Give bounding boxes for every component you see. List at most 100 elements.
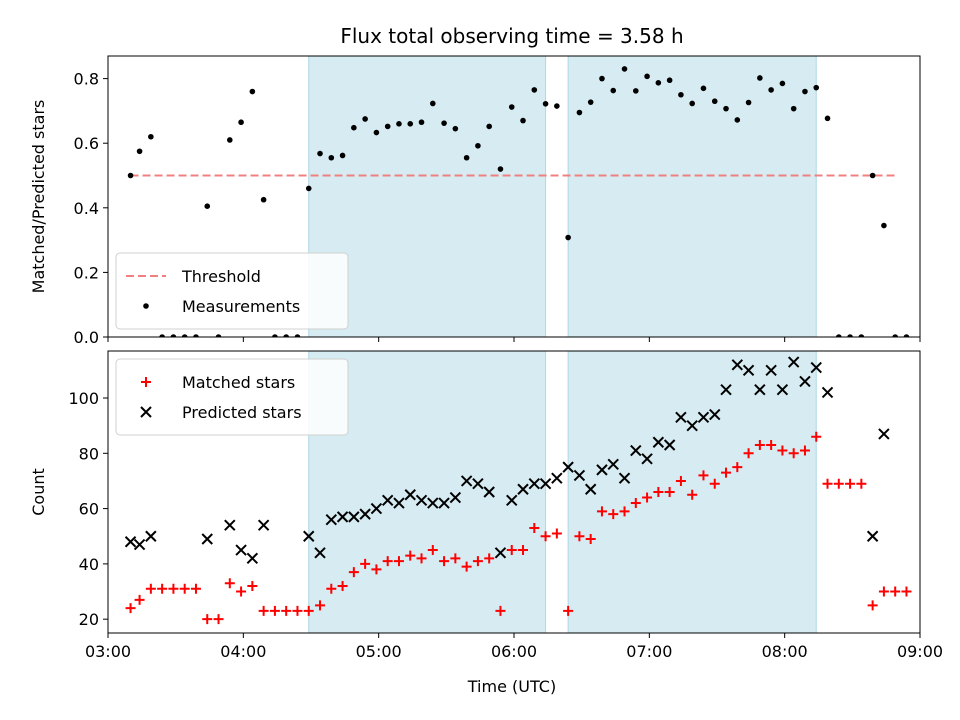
data-point — [281, 605, 292, 616]
data-point — [563, 605, 574, 616]
legend-swatch-plus — [141, 377, 151, 387]
data-point — [351, 124, 357, 131]
y-axis-label: Count — [29, 468, 48, 516]
data-point — [776, 383, 789, 396]
data-point — [687, 489, 698, 500]
data-point — [811, 431, 822, 442]
data-point — [529, 522, 540, 533]
predicted-stars-series — [124, 356, 890, 565]
x-tick-label: 09:00 — [897, 642, 943, 661]
data-point — [238, 119, 244, 126]
data-point — [540, 531, 551, 542]
y-axis-label: Matched/Predicted stars — [29, 100, 48, 294]
data-point — [869, 172, 876, 179]
data-point — [134, 594, 145, 605]
data-point — [179, 583, 190, 594]
legend-label: Threshold — [181, 267, 261, 286]
data-point — [249, 88, 256, 95]
data-point — [653, 487, 664, 497]
data-point — [235, 544, 247, 556]
data-point — [754, 383, 766, 396]
data-point — [224, 519, 236, 531]
y-tick-label: 0.0 — [74, 328, 99, 347]
legend-box — [115, 358, 349, 436]
data-point — [799, 375, 811, 388]
data-point — [731, 359, 744, 371]
data-point — [732, 462, 743, 473]
data-point — [630, 444, 642, 457]
data-point — [723, 105, 729, 112]
data-point — [642, 492, 653, 503]
plot-area — [127, 66, 910, 337]
data-point — [190, 583, 201, 594]
legend-label: Matched stars — [182, 373, 295, 392]
data-point — [283, 334, 289, 337]
data-point — [441, 120, 447, 126]
data-point — [396, 121, 402, 127]
data-point — [618, 472, 631, 484]
data-point — [416, 553, 427, 564]
data-point — [655, 80, 662, 86]
y-tick-label: 60 — [79, 500, 99, 519]
data-point — [145, 530, 157, 542]
data-point — [587, 99, 594, 105]
y-tick-label: 100 — [68, 389, 99, 408]
y-tick-label: 20 — [79, 610, 99, 629]
data-point — [585, 534, 596, 544]
data-point — [247, 581, 258, 591]
data-point — [506, 494, 518, 507]
data-point — [754, 440, 765, 450]
data-point — [136, 148, 143, 155]
data-point — [675, 475, 686, 486]
data-point — [260, 196, 267, 203]
data-point — [689, 100, 695, 107]
chart-title: Flux total observing time = 3.58 h — [340, 24, 683, 48]
data-point — [573, 469, 586, 482]
data-point — [314, 547, 326, 559]
data-point — [833, 478, 844, 489]
data-point — [326, 583, 337, 594]
x-tick-label: 08:00 — [762, 642, 808, 661]
data-point — [246, 552, 259, 565]
data-point — [734, 117, 741, 123]
data-point — [630, 498, 641, 509]
data-point — [362, 116, 368, 122]
data-point — [359, 508, 371, 520]
legend-box — [115, 252, 349, 330]
data-point — [856, 478, 867, 489]
data-point — [348, 567, 359, 578]
data-point — [821, 386, 834, 399]
data-point — [508, 104, 515, 110]
data-point — [596, 506, 607, 517]
data-point — [878, 586, 889, 597]
data-point — [576, 109, 583, 116]
data-point — [633, 88, 639, 94]
data-point — [272, 334, 278, 337]
data-point — [337, 581, 348, 591]
y-tick-label: 0.4 — [74, 199, 99, 218]
data-point — [698, 470, 709, 481]
data-point — [506, 545, 517, 556]
data-point — [610, 87, 617, 94]
data-point — [757, 75, 763, 81]
data-point — [373, 129, 380, 136]
data-point — [292, 605, 303, 616]
data-point — [554, 103, 560, 109]
data-point — [847, 334, 853, 337]
data-point — [484, 553, 495, 564]
data-point — [204, 203, 211, 209]
data-point — [813, 84, 820, 91]
data-point — [339, 152, 346, 159]
data-point — [765, 364, 777, 377]
y-tick-label: 80 — [79, 444, 99, 463]
data-point — [845, 478, 856, 489]
data-point — [565, 234, 571, 241]
data-point — [348, 511, 360, 523]
legend-label: Measurements — [182, 297, 300, 316]
data-point — [495, 605, 506, 616]
data-point — [890, 586, 901, 597]
data-point — [294, 334, 301, 337]
data-point — [878, 428, 890, 440]
data-point — [472, 556, 483, 567]
